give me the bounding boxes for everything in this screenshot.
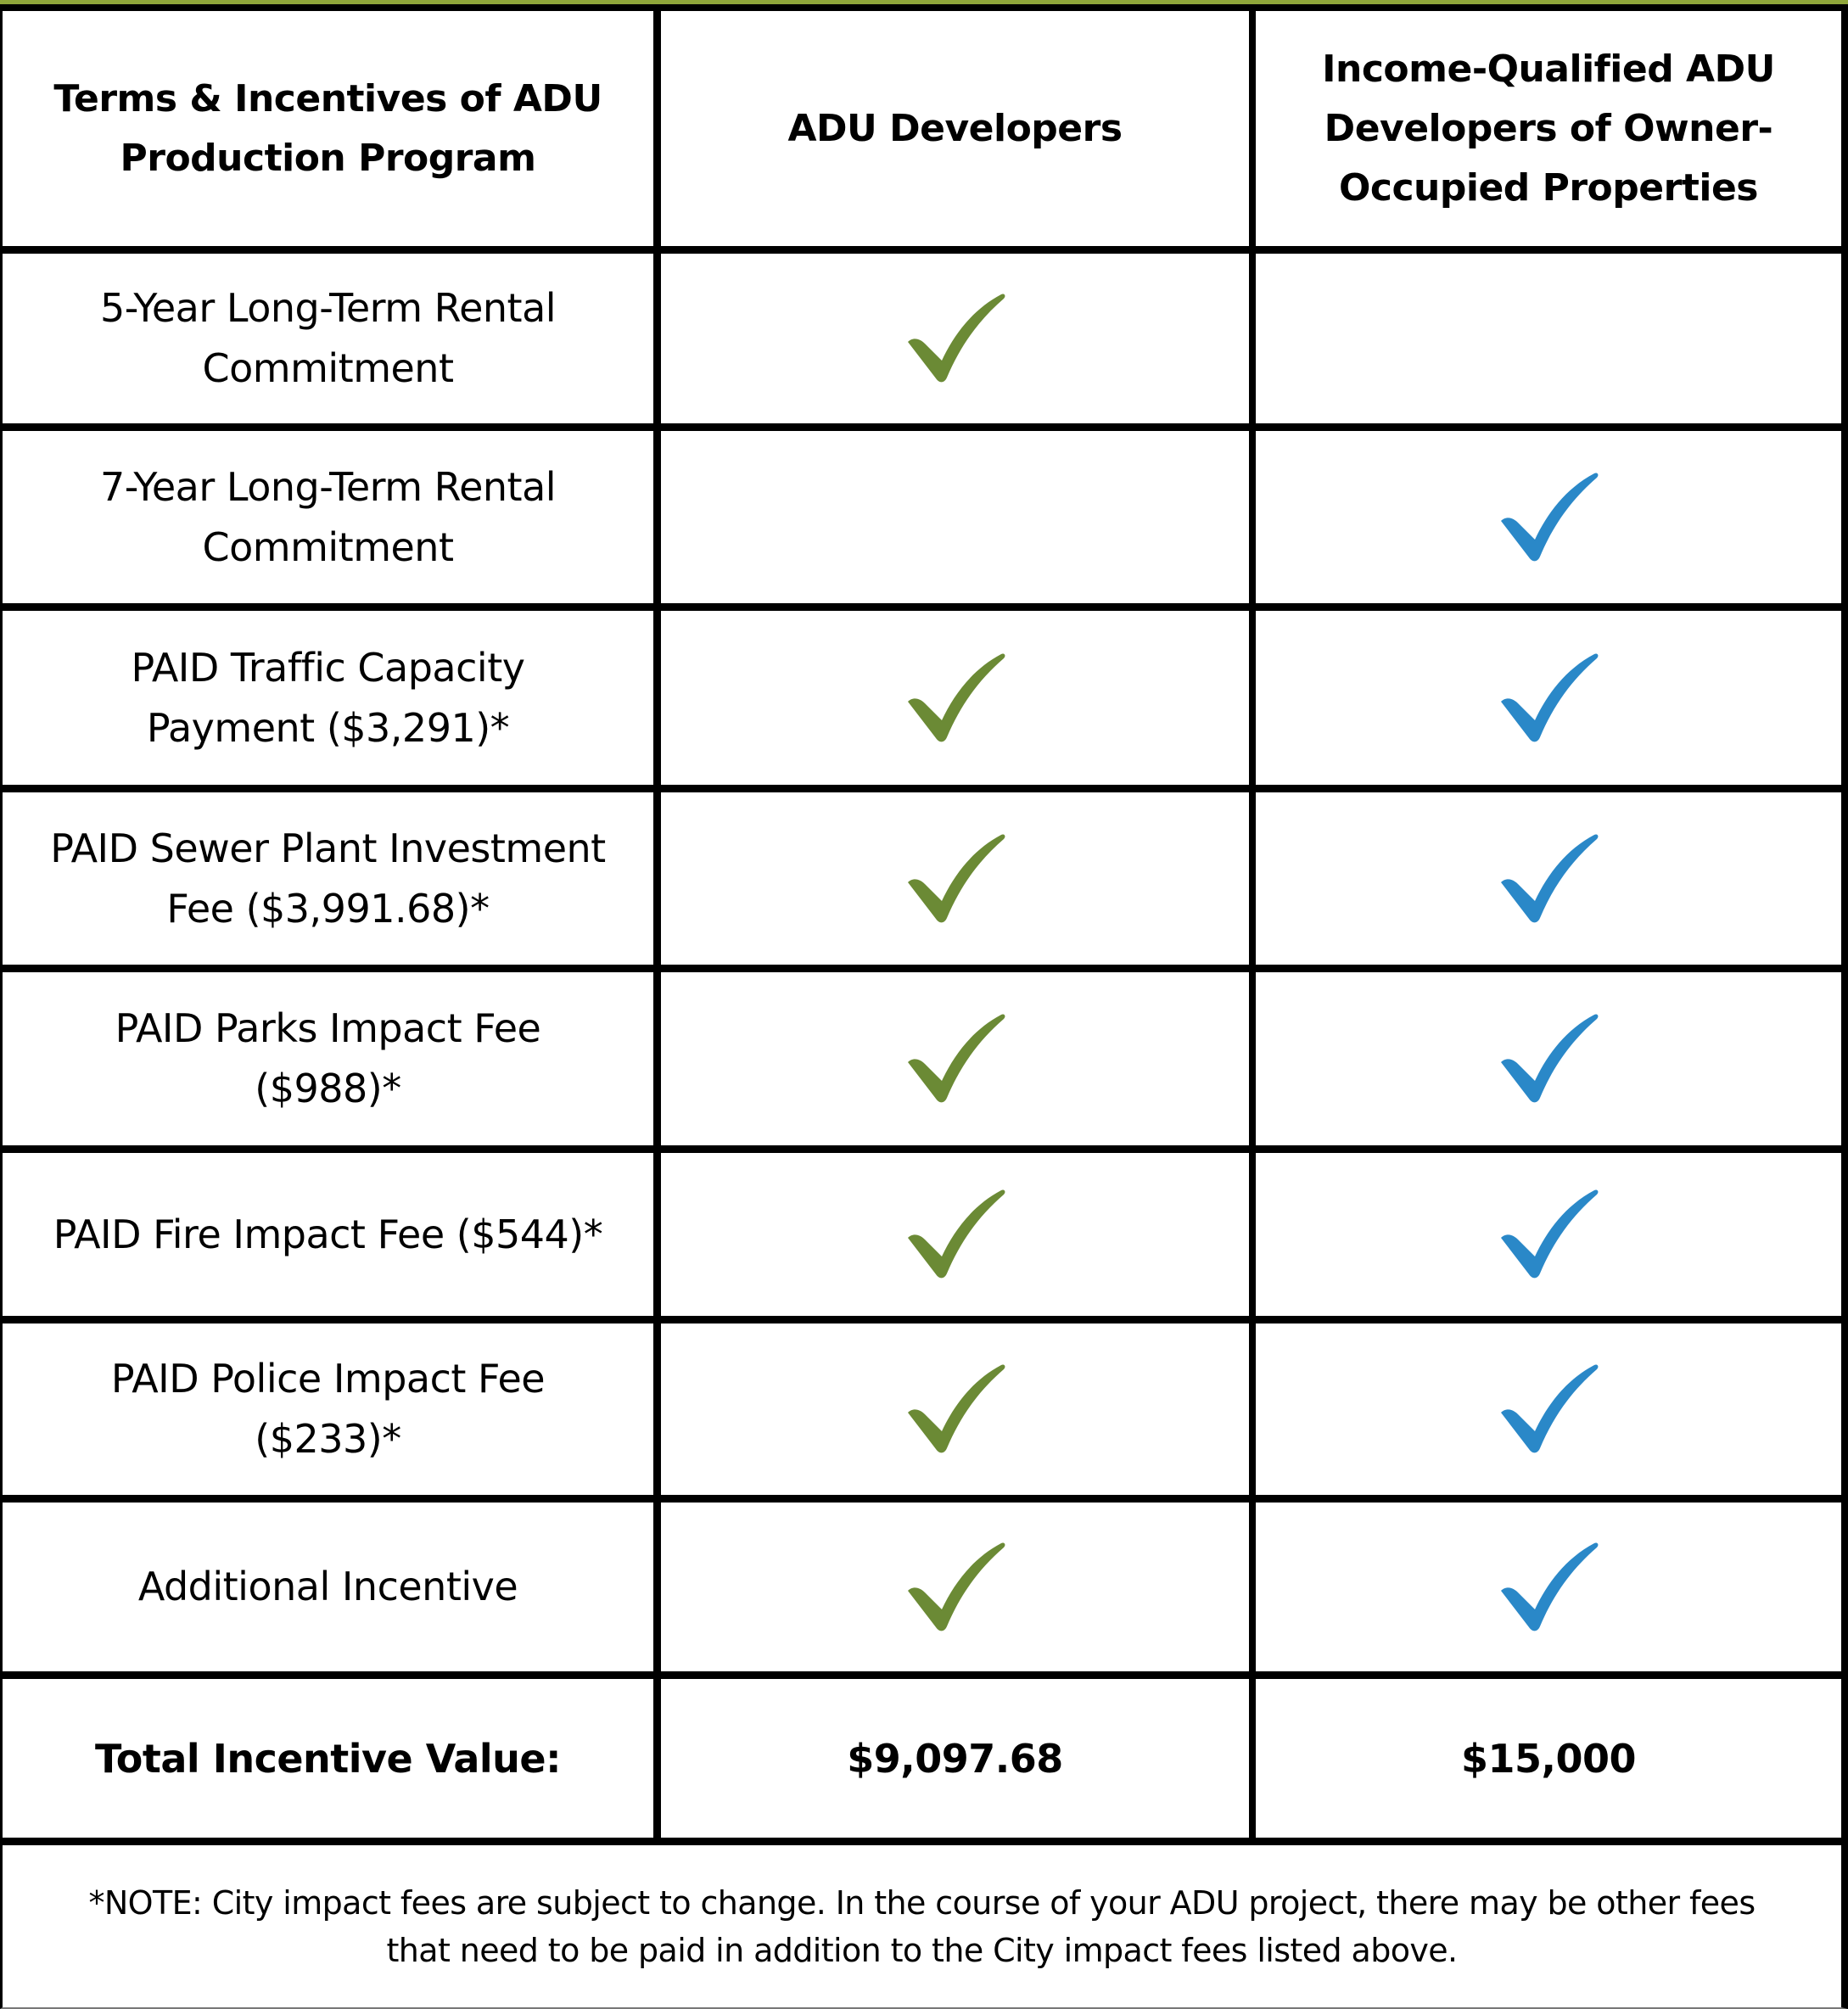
adu-developers-cell	[661, 1503, 1256, 1671]
row-label-line: 7-Year Long-Term Rental	[99, 463, 557, 510]
income-qualified-cell	[1256, 1323, 1841, 1495]
adu-developers-cell	[661, 792, 1256, 965]
row-label-line: Additional Incentive	[137, 1564, 518, 1609]
row-label-line: Fee ($3,991.68)*	[166, 885, 490, 932]
income-qualified-cell	[1256, 1503, 1841, 1671]
adu-developers-cell	[661, 1323, 1256, 1495]
row-label-line: 5-Year Long-Term Rental	[99, 285, 557, 331]
income-qualified-cell	[1256, 254, 1841, 423]
checkmark-icon	[1498, 1013, 1599, 1105]
income-qualified-cell	[1256, 972, 1841, 1145]
footnote: *NOTE: City impact fees are subject to c…	[3, 1845, 1841, 2007]
row-label: Additional Incentive	[3, 1503, 661, 1671]
adu-developers-cell	[661, 1153, 1256, 1316]
accent-bar	[0, 0, 1848, 4]
row-label: PAID Fire Impact Fee ($544)*	[3, 1153, 661, 1316]
row-label: PAID Parks Impact Fee ($988)*	[3, 972, 661, 1145]
row-label: 5-Year Long-Term Rental Commitment	[3, 254, 661, 423]
row-label: PAID Traffic Capacity Payment ($3,291)*	[3, 611, 661, 785]
adu-developers-cell	[661, 254, 1256, 423]
totals-adu-developers: $9,097.68	[661, 1679, 1256, 1838]
row-label: PAID Sewer Plant Investment Fee ($3,991.6…	[3, 792, 661, 965]
checkmark-icon	[904, 833, 1006, 925]
header-income-qualified: Income-Qualified ADU Developers of Owner-…	[1256, 11, 1841, 246]
row-label-line: ($233)*	[255, 1416, 401, 1462]
header-line: Production Program	[120, 136, 536, 180]
footnote-row: *NOTE: City impact fees are subject to c…	[3, 1845, 1841, 2007]
totals-row: Total Incentive Value: $9,097.68 $15,000	[3, 1679, 1841, 1845]
adu-developers-cell	[661, 611, 1256, 785]
header-line: Developers of Owner-	[1324, 106, 1773, 150]
totals-income-qualified: $15,000	[1460, 1735, 1637, 1782]
checkmark-icon	[904, 1542, 1006, 1633]
table-row: Additional Incentive	[3, 1503, 1841, 1679]
checkmark-icon	[1498, 472, 1599, 563]
checkmark-icon	[904, 1013, 1006, 1105]
income-qualified-cell	[1256, 431, 1841, 603]
row-label-line: PAID Fire Impact Fee ($544)*	[53, 1211, 603, 1257]
row-label-line: Commitment	[202, 345, 455, 391]
adu-developers-cell	[661, 972, 1256, 1145]
table-row: PAID Police Impact Fee ($233)*	[3, 1323, 1841, 1503]
checkmark-icon	[1498, 1542, 1599, 1633]
table-row: PAID Traffic Capacity Payment ($3,291)*	[3, 611, 1841, 792]
checkmark-icon	[904, 652, 1006, 744]
header-line: Income-Qualified ADU	[1322, 47, 1775, 91]
checkmark-icon	[1498, 1363, 1599, 1455]
row-label-line: PAID Traffic Capacity	[131, 644, 525, 691]
table-row: 5-Year Long-Term Rental Commitment	[3, 254, 1841, 431]
table-row: PAID Parks Impact Fee ($988)*	[3, 972, 1841, 1153]
checkmark-icon	[1498, 652, 1599, 744]
checkmark-icon	[1498, 833, 1599, 925]
checkmark-icon	[904, 293, 1006, 384]
row-label-line: Commitment	[202, 523, 455, 570]
header-line: ADU Developers	[787, 106, 1123, 150]
table-header-row: Terms & Incentives of ADU Production Prog…	[3, 11, 1841, 254]
income-qualified-cell	[1256, 1153, 1841, 1316]
incentives-table: Terms & Incentives of ADU Production Prog…	[0, 4, 1848, 2009]
row-label: PAID Police Impact Fee ($233)*	[3, 1323, 661, 1495]
table-row: 7-Year Long-Term Rental Commitment	[3, 431, 1841, 611]
table-row: PAID Fire Impact Fee ($544)*	[3, 1153, 1841, 1323]
checkmark-icon	[904, 1363, 1006, 1455]
row-label: 7-Year Long-Term Rental Commitment	[3, 431, 661, 603]
table-row: PAID Sewer Plant Investment Fee ($3,991.6…	[3, 792, 1841, 972]
checkmark-icon	[904, 1189, 1006, 1280]
adu-developers-cell	[661, 431, 1256, 603]
income-qualified-cell	[1256, 792, 1841, 965]
row-label-line: Payment ($3,291)*	[146, 704, 510, 751]
row-label-line: PAID Sewer Plant Investment	[50, 825, 606, 871]
footnote-line: that need to be paid in addition to the …	[386, 1931, 1458, 1969]
income-qualified-cell	[1256, 611, 1841, 785]
header-line: Terms & Incentives of ADU	[53, 76, 602, 120]
row-label-line: PAID Police Impact Fee	[110, 1356, 546, 1402]
header-terms: Terms & Incentives of ADU Production Prog…	[3, 11, 661, 246]
header-line: Occupied Properties	[1338, 165, 1758, 210]
checkmark-icon	[1498, 1189, 1599, 1280]
totals-label: Total Incentive Value:	[3, 1679, 661, 1838]
row-label-line: ($988)*	[255, 1066, 401, 1111]
row-label-line: PAID Parks Impact Fee	[115, 1005, 541, 1051]
footnote-line: *NOTE: City impact fees are subject to c…	[88, 1883, 1756, 1922]
header-adu-developers: ADU Developers	[661, 11, 1256, 246]
